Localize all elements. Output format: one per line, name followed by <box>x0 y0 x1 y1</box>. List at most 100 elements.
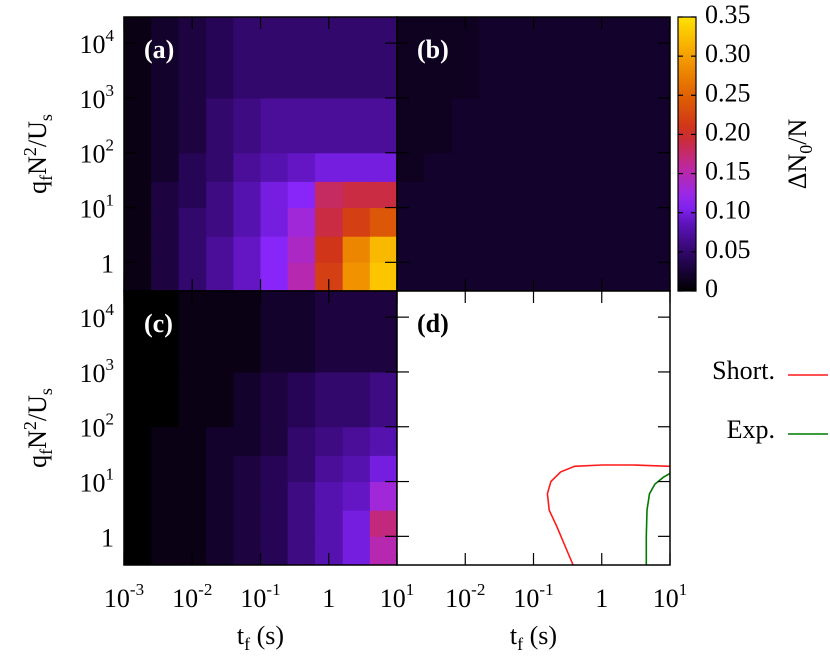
y-tick-label: 103 <box>80 355 115 388</box>
heatmap-cell <box>178 291 207 373</box>
heatmap-cell <box>124 291 152 373</box>
x-axis-label: tf (s) <box>510 621 557 654</box>
heatmap-cell <box>397 262 425 292</box>
heatmap-cell <box>369 262 398 292</box>
heatmap-cell <box>642 97 671 154</box>
heatmap-cell <box>260 207 289 237</box>
x-tick-label-exponent: 1 <box>679 580 688 599</box>
heatmap-cell <box>560 17 589 99</box>
heatmap-cell <box>315 291 344 373</box>
x-tick-label-base: 10 <box>172 584 198 613</box>
series-line <box>546 464 670 565</box>
x-tick-label: 10-3 <box>104 580 144 613</box>
heatmap-cell <box>206 371 234 428</box>
heatmap-cell <box>533 207 562 237</box>
y-axis-label: qfN2/Us <box>20 114 56 194</box>
heatmap-cell <box>479 262 507 292</box>
heatmap-cell <box>287 426 316 456</box>
heatmap-cell <box>424 236 453 263</box>
y-axis-label-part: q <box>23 181 52 194</box>
heatmap-cell <box>178 426 207 456</box>
x-tick-label-base: 10 <box>445 584 471 613</box>
heatmap-cell <box>642 17 671 99</box>
x-tick-label: 101 <box>653 580 688 613</box>
x-axis-label-part: t <box>510 621 518 650</box>
heatmap-cell <box>588 17 617 99</box>
heatmap-cell <box>151 455 180 483</box>
heatmap-cell <box>151 536 180 566</box>
heatmap-cell <box>560 207 589 237</box>
y-tick-label-base: 10 <box>80 195 106 224</box>
heatmap-cell <box>424 207 453 237</box>
heatmap-cell <box>260 426 289 456</box>
y-tick-label: 104 <box>80 300 115 333</box>
heatmap-cell <box>260 510 289 537</box>
heatmap-cell <box>124 17 152 99</box>
y-tick-label-base: 10 <box>80 140 106 169</box>
heatmap-cell <box>233 181 261 209</box>
heatmap-cell <box>151 371 180 428</box>
heatmap-cell <box>642 207 671 237</box>
heatmap-cell <box>369 481 398 511</box>
y-tick-label: 104 <box>80 26 115 59</box>
y-axis-label-part: N <box>23 156 52 175</box>
heatmap-cell <box>124 152 152 182</box>
colorbar-label-part: ΔN <box>783 154 812 190</box>
heatmap-cell <box>124 536 152 566</box>
heatmap-cell <box>642 262 671 292</box>
heatmap-cell <box>287 455 316 483</box>
heatmap-cell <box>315 152 344 182</box>
heatmap-cell <box>206 97 234 154</box>
heatmap-cell <box>451 17 480 99</box>
heatmap-cell <box>260 536 289 566</box>
y-tick-label-exponent: 2 <box>106 410 115 429</box>
heatmap-cell <box>151 207 180 237</box>
heatmap-cell <box>369 426 398 456</box>
heatmap-cell <box>260 371 289 428</box>
heatmap-cell <box>615 17 644 99</box>
heatmap-cell <box>206 181 234 209</box>
heatmap-cell <box>151 510 180 537</box>
heatmap-cell <box>124 262 152 292</box>
y-tick-label: 101 <box>80 190 115 223</box>
x-tick-label: 10-2 <box>172 580 212 613</box>
heatmap-cell <box>369 371 398 428</box>
heatmap-cell <box>315 236 344 263</box>
heatmap-cell <box>124 97 152 154</box>
heatmap-cell <box>178 152 207 182</box>
y-axis-label: qfN2/Us <box>20 388 56 468</box>
heatmap-cell <box>233 236 261 263</box>
heatmap-cell <box>369 97 398 154</box>
heatmap-cell <box>506 181 534 209</box>
panel-label: (a) <box>144 35 174 64</box>
heatmap-cell <box>533 152 562 182</box>
x-tick-label: 10-1 <box>240 580 280 613</box>
y-axis-label-part: f <box>36 449 56 455</box>
panel-label: (c) <box>144 309 173 338</box>
heatmap-cell <box>588 97 617 154</box>
heatmap-cell <box>506 262 534 292</box>
heatmap-cell <box>233 207 261 237</box>
y-tick-label-base: 10 <box>80 359 106 388</box>
series-line <box>645 472 670 565</box>
heatmap-cell <box>124 236 152 263</box>
heatmap-cell <box>451 152 480 182</box>
heatmap-cell <box>615 207 644 237</box>
heatmap-cell <box>479 97 507 154</box>
heatmap-cell <box>342 207 371 237</box>
y-tick-label: 1 <box>101 249 114 278</box>
heatmap-cell <box>615 262 644 292</box>
heatmap-cell <box>451 181 480 209</box>
heatmap-cell <box>233 481 261 511</box>
heatmap-cell <box>369 455 398 483</box>
heatmap-cell <box>287 236 316 263</box>
y-tick-label-exponent: 3 <box>106 81 115 100</box>
x-axis-label-part: f <box>244 634 250 654</box>
x-tick-label-exponent: -2 <box>198 580 212 599</box>
heatmap-cell <box>315 371 344 428</box>
heatmap-cell <box>124 371 152 428</box>
colorbar-label: ΔN0/N <box>783 119 816 190</box>
heatmap-cell <box>124 510 152 537</box>
heatmap-cell <box>206 510 234 537</box>
x-axis-label: tf (s) <box>237 621 284 654</box>
